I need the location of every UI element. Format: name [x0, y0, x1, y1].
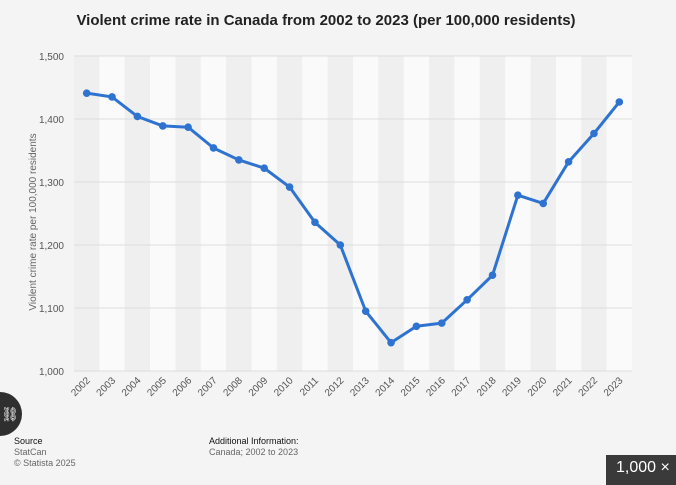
x-tick-label: 2010	[272, 375, 296, 399]
column-band	[327, 56, 353, 371]
series-group	[82, 89, 624, 347]
data-point[interactable]	[590, 129, 598, 138]
series-line	[85, 91, 621, 345]
y-axis-label: Violent crime rate per 100,000 residents	[28, 133, 39, 310]
data-point[interactable]	[387, 338, 395, 347]
x-tick-label: 2015	[399, 375, 423, 399]
y-tick-label: 1,500	[39, 52, 64, 63]
column-band	[200, 56, 227, 371]
y-tick-label: 1,300	[39, 178, 64, 189]
data-point[interactable]	[311, 218, 319, 227]
data-point[interactable]	[133, 112, 142, 121]
column-band	[251, 56, 277, 371]
y-tick-label: 1,000	[39, 367, 64, 378]
gridlines	[74, 55, 632, 372]
data-point[interactable]	[437, 319, 446, 327]
data-point[interactable]	[285, 183, 294, 191]
x-tick-label: 2019	[500, 375, 524, 399]
data-point[interactable]	[615, 98, 624, 106]
source-label: Source	[14, 436, 43, 446]
data-point[interactable]	[184, 123, 192, 131]
column-band	[429, 56, 455, 371]
data-point[interactable]	[108, 93, 116, 101]
x-tick-label: 2006	[171, 375, 195, 399]
x-tick-label: 2023	[602, 375, 626, 399]
data-point[interactable]	[564, 158, 573, 166]
column-band	[581, 56, 607, 371]
x-tick-label: 2013	[348, 375, 372, 399]
x-tick-label: 2016	[424, 375, 448, 399]
x-tick-label: 2007	[196, 375, 220, 399]
column-band	[403, 56, 430, 371]
data-point[interactable]	[361, 307, 370, 315]
y-tick-label: 1,200	[39, 241, 64, 252]
column-band	[302, 56, 328, 371]
data-point[interactable]	[336, 241, 345, 249]
x-tick-label: 2021	[551, 375, 575, 399]
x-tick-label: 2014	[374, 375, 398, 399]
x-tick-labels: 2002 2003 2004 2005 2006 2007 2008 2009 2010 2011…	[69, 375, 625, 399]
data-point[interactable]	[412, 322, 421, 331]
column-band	[505, 56, 531, 371]
y-tick-label: 1,100	[39, 304, 64, 315]
data-point[interactable]	[235, 156, 243, 164]
column-band	[555, 56, 582, 371]
chart-title: Violent crime rate in Canada from 2002 t…	[76, 12, 575, 29]
zoom-label: 1,000 ×	[606, 455, 676, 485]
x-tick-label: 2018	[475, 375, 499, 399]
data-point[interactable]	[539, 199, 548, 208]
source-block: Source StatCan © Statista 2025	[14, 436, 76, 469]
data-point[interactable]	[260, 164, 269, 172]
column-band	[74, 56, 100, 371]
x-tick-label: 2008	[221, 375, 245, 399]
x-tick-label: 2022	[577, 375, 601, 399]
x-tick-label: 2009	[247, 375, 271, 399]
x-tick-label: 2017	[450, 375, 474, 399]
x-tick-label: 2020	[526, 375, 550, 399]
column-band	[226, 56, 252, 371]
x-tick-label: 2003	[95, 375, 119, 399]
column-bands	[74, 56, 632, 371]
data-point[interactable]	[488, 271, 497, 280]
additional-info-text: Canada; 2002 to 2023	[209, 447, 299, 457]
y-tick-label: 1,400	[39, 115, 64, 126]
x-tick-label: 2004	[120, 375, 144, 399]
additional-info-label: Additional Information:	[209, 436, 299, 446]
data-point[interactable]	[514, 191, 522, 200]
data-point[interactable]	[82, 89, 91, 97]
x-tick-label: 2011	[298, 375, 321, 398]
x-tick-label: 2005	[145, 375, 169, 399]
column-band	[175, 56, 201, 371]
column-band	[99, 56, 125, 371]
data-point[interactable]	[158, 122, 167, 130]
column-band	[353, 56, 379, 371]
source-name[interactable]: StatCan	[14, 447, 47, 457]
copyright: © Statista 2025	[14, 458, 76, 468]
link-icon[interactable]: ⛓	[0, 392, 22, 436]
column-band	[124, 56, 151, 371]
column-band	[530, 56, 556, 371]
column-band	[378, 56, 404, 371]
x-tick-label: 2002	[69, 375, 93, 399]
column-band	[606, 56, 632, 371]
column-band	[276, 56, 303, 371]
column-band	[150, 56, 176, 371]
column-band	[454, 56, 480, 371]
additional-info-block: Additional Information: Canada; 2002 to …	[209, 436, 299, 458]
y-tick-labels: 1,000 1,100 1,200 1,300 1,400 1,500	[39, 52, 64, 378]
line-chart: Violent crime rate in Canada from 2002 t…	[28, 12, 632, 399]
x-tick-label: 2012	[323, 375, 347, 399]
data-point[interactable]	[209, 144, 218, 152]
column-band	[479, 56, 506, 371]
data-point[interactable]	[463, 296, 471, 304]
